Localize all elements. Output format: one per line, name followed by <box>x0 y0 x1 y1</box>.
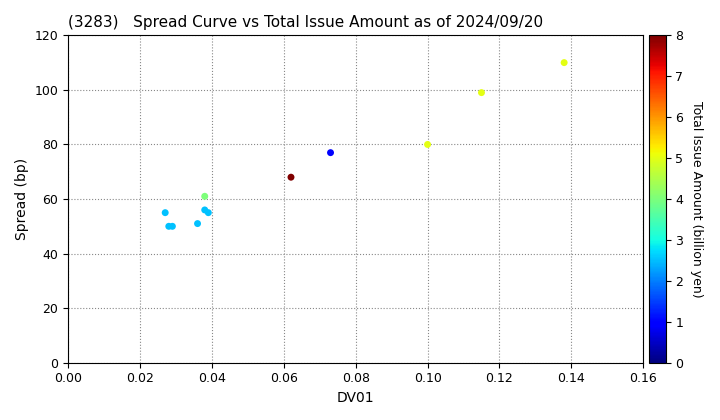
Point <box>325 149 336 156</box>
Point <box>422 141 433 148</box>
Point <box>163 223 174 230</box>
Point <box>192 220 203 227</box>
Point <box>202 209 214 216</box>
Point <box>159 209 171 216</box>
Point <box>476 89 487 96</box>
Text: (3283)   Spread Curve vs Total Issue Amount as of 2024/09/20: (3283) Spread Curve vs Total Issue Amoun… <box>68 15 544 30</box>
Y-axis label: Total Issue Amount (billion yen): Total Issue Amount (billion yen) <box>690 101 703 297</box>
X-axis label: DV01: DV01 <box>337 391 374 405</box>
Point <box>285 174 297 181</box>
Y-axis label: Spread (bp): Spread (bp) <box>15 158 29 240</box>
Point <box>166 223 178 230</box>
Point <box>199 207 210 213</box>
Point <box>199 193 210 199</box>
Point <box>559 59 570 66</box>
